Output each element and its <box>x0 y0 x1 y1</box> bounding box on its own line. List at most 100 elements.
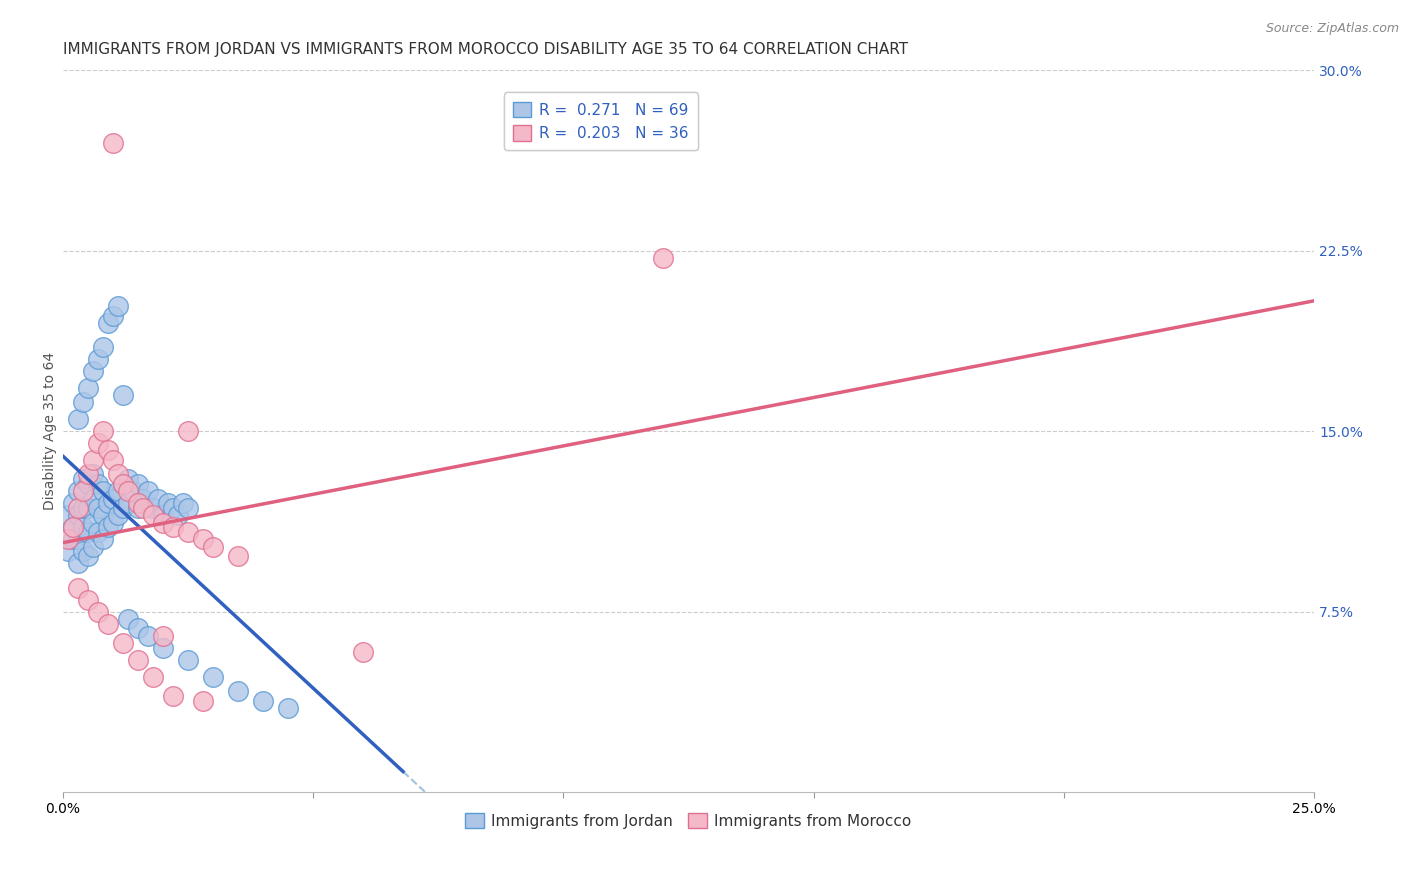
Point <box>111 501 134 516</box>
Legend: Immigrants from Jordan, Immigrants from Morocco: Immigrants from Jordan, Immigrants from … <box>460 806 918 835</box>
Point <box>101 491 124 506</box>
Point <box>66 501 89 516</box>
Point <box>76 549 98 564</box>
Point <box>82 516 104 530</box>
Point <box>66 484 89 499</box>
Point <box>66 508 89 523</box>
Point <box>177 501 200 516</box>
Point <box>652 251 675 265</box>
Point <box>56 508 79 523</box>
Point <box>66 557 89 571</box>
Point <box>56 544 79 558</box>
Point <box>86 436 108 450</box>
Point <box>277 700 299 714</box>
Point <box>97 316 120 330</box>
Point <box>82 540 104 554</box>
Point <box>82 453 104 467</box>
Point <box>352 645 374 659</box>
Point <box>177 424 200 438</box>
Y-axis label: Disability Age 35 to 64: Disability Age 35 to 64 <box>44 352 58 510</box>
Point <box>72 544 94 558</box>
Point <box>146 491 169 506</box>
Point <box>97 496 120 510</box>
Point <box>76 477 98 491</box>
Point <box>66 533 89 547</box>
Point <box>97 443 120 458</box>
Point <box>117 484 139 499</box>
Point <box>66 581 89 595</box>
Point <box>72 520 94 534</box>
Point <box>121 484 143 499</box>
Point <box>62 533 84 547</box>
Point <box>177 525 200 540</box>
Point <box>76 501 98 516</box>
Point <box>142 669 165 683</box>
Point <box>72 395 94 409</box>
Point <box>226 549 249 564</box>
Point <box>72 472 94 486</box>
Point <box>101 516 124 530</box>
Point <box>136 484 159 499</box>
Point <box>201 669 224 683</box>
Point <box>226 684 249 698</box>
Point <box>117 612 139 626</box>
Point <box>97 520 120 534</box>
Point <box>107 299 129 313</box>
Point <box>76 525 98 540</box>
Point <box>132 501 155 516</box>
Point <box>91 508 114 523</box>
Point <box>82 467 104 482</box>
Point <box>86 352 108 367</box>
Point <box>91 484 114 499</box>
Point <box>127 653 149 667</box>
Point <box>252 693 274 707</box>
Point <box>127 621 149 635</box>
Point <box>191 533 214 547</box>
Text: IMMIGRANTS FROM JORDAN VS IMMIGRANTS FROM MOROCCO DISABILITY AGE 35 TO 64 CORREL: IMMIGRANTS FROM JORDAN VS IMMIGRANTS FRO… <box>63 42 908 57</box>
Point <box>107 508 129 523</box>
Point <box>91 424 114 438</box>
Point <box>162 520 184 534</box>
Point <box>107 467 129 482</box>
Point <box>91 533 114 547</box>
Point <box>127 477 149 491</box>
Point <box>101 309 124 323</box>
Point <box>152 629 174 643</box>
Point <box>111 636 134 650</box>
Point <box>136 629 159 643</box>
Point <box>162 501 184 516</box>
Text: Source: ZipAtlas.com: Source: ZipAtlas.com <box>1265 22 1399 36</box>
Point <box>127 496 149 510</box>
Point <box>117 496 139 510</box>
Point <box>72 501 94 516</box>
Point <box>142 508 165 523</box>
Point <box>76 592 98 607</box>
Point <box>86 501 108 516</box>
Point <box>152 516 174 530</box>
Point <box>191 693 214 707</box>
Point <box>117 472 139 486</box>
Point <box>76 467 98 482</box>
Point <box>66 412 89 426</box>
Point <box>62 496 84 510</box>
Point <box>156 496 179 510</box>
Point <box>172 496 194 510</box>
Point <box>86 605 108 619</box>
Point <box>127 501 149 516</box>
Point <box>162 689 184 703</box>
Point <box>132 491 155 506</box>
Point <box>152 640 174 655</box>
Point <box>82 364 104 378</box>
Point <box>111 477 134 491</box>
Point <box>142 501 165 516</box>
Point <box>76 381 98 395</box>
Point <box>111 388 134 402</box>
Point <box>86 525 108 540</box>
Point <box>107 484 129 499</box>
Point <box>62 520 84 534</box>
Point <box>201 540 224 554</box>
Point <box>166 508 188 523</box>
Point <box>56 533 79 547</box>
Point <box>91 340 114 354</box>
Point <box>177 653 200 667</box>
